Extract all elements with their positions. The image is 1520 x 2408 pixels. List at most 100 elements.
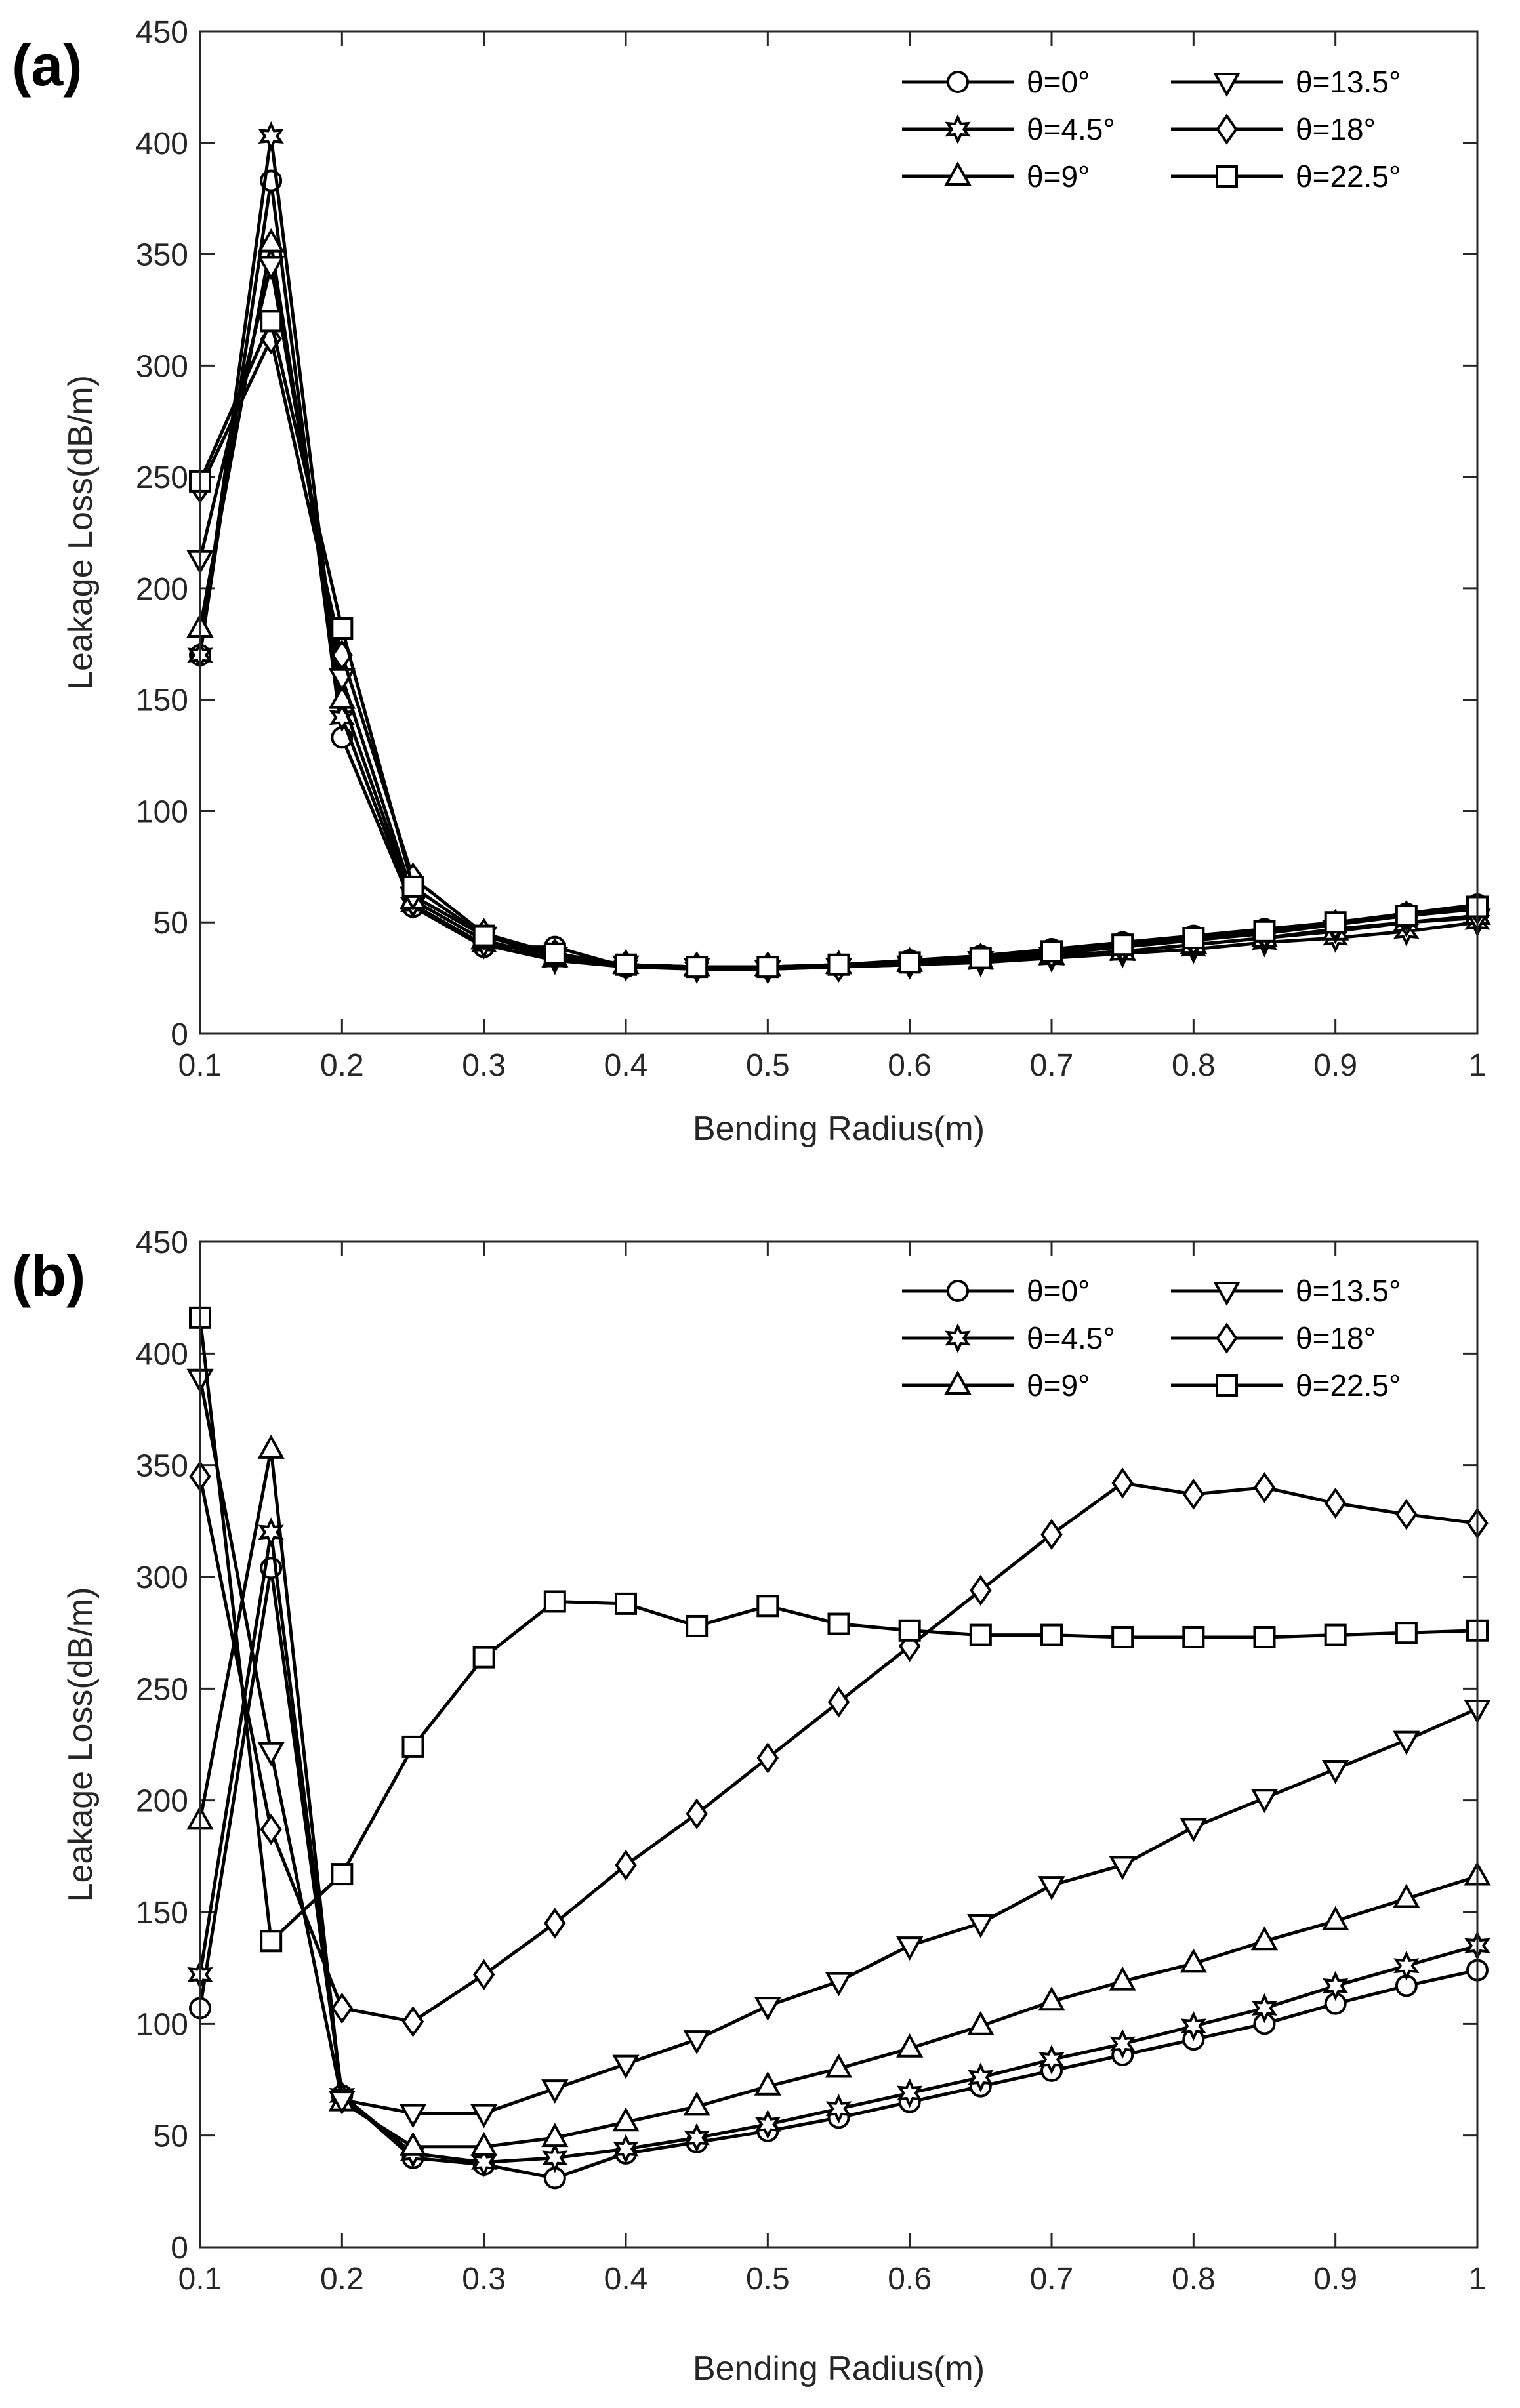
data-point-theta-18deg	[1111, 1467, 1134, 1499]
data-point-theta-9deg	[1109, 1966, 1136, 1991]
data-point-theta-22p5deg	[898, 1619, 921, 1642]
x-tick-label: 0.7	[1030, 1048, 1074, 1083]
data-point-theta-13p5deg	[825, 1972, 853, 1997]
x-tick-label: 0.6	[888, 1048, 932, 1083]
y-tick-label: 350	[136, 238, 188, 273]
data-point-theta-22p5deg	[898, 951, 921, 974]
data-point-theta-13p5deg	[967, 1914, 995, 1938]
legend-marker-theta-4p5deg	[945, 1323, 971, 1353]
x-tick-label: 0.4	[604, 1048, 648, 1083]
legend-label: θ=0°	[1027, 1274, 1090, 1308]
data-point-theta-22p5deg	[1395, 1622, 1418, 1644]
data-point-theta-9deg	[896, 2033, 924, 2058]
data-point-theta-9deg	[683, 2091, 710, 2116]
data-point-theta-18deg	[1040, 1519, 1063, 1550]
legend-label: θ=13.5°	[1296, 1274, 1401, 1308]
x-tick-label: 0.5	[746, 1048, 790, 1083]
data-point-theta-13p5deg	[896, 1936, 924, 1961]
x-tick-label: 0.1	[178, 2262, 222, 2296]
data-point-theta-9deg	[1180, 1948, 1207, 1973]
data-point-theta-18deg	[331, 1992, 354, 2024]
panel-label: (b)	[12, 1243, 85, 1308]
data-point-theta-22p5deg	[1040, 940, 1063, 963]
data-point-theta-22p5deg	[1182, 926, 1205, 949]
x-tick-label: 0.5	[746, 2262, 790, 2296]
data-point-theta-18deg	[756, 1742, 779, 1774]
data-point-theta-4p5deg	[825, 2094, 852, 2124]
y-tick-label: 250	[136, 1672, 188, 1707]
data-point-theta-9deg	[257, 228, 285, 253]
data-point-theta-22p5deg	[1040, 1623, 1063, 1646]
data-point-theta-22p5deg	[1253, 920, 1276, 943]
data-point-theta-4p5deg	[896, 2078, 923, 2108]
data-point-theta-4p5deg	[613, 2134, 639, 2164]
data-point-theta-9deg	[754, 2071, 781, 2096]
data-point-theta-22p5deg	[686, 1614, 709, 1637]
legend-item-theta-22p5deg: θ=22.5°	[1171, 1368, 1401, 1402]
y-tick-label: 200	[136, 572, 188, 607]
legend-marker-theta-13p5deg	[1213, 73, 1241, 97]
data-point-theta-9deg	[541, 2123, 569, 2148]
legend-item-theta-0deg: θ=0°	[902, 1274, 1090, 1308]
x-tick-label: 0.9	[1313, 2262, 1357, 2296]
y-tick-label: 50	[154, 2119, 188, 2154]
data-point-theta-18deg	[472, 1959, 495, 1991]
legend-item-theta-13p5deg: θ=13.5°	[1171, 65, 1401, 99]
data-point-theta-22p5deg	[756, 1595, 779, 1618]
data-point-theta-22p5deg	[401, 875, 424, 898]
x-tick-label: 0.2	[320, 1048, 364, 1083]
data-point-theta-13p5deg	[1250, 1789, 1279, 1814]
plot-area	[200, 31, 1477, 1034]
legend-marker-theta-18deg	[1216, 1322, 1238, 1354]
x-tick-label: 1	[1469, 2262, 1487, 2296]
y-tick-label: 100	[136, 2007, 188, 2042]
x-axis-label: Bending Radius(m)	[693, 2350, 985, 2388]
y-tick-label: 0	[171, 1017, 188, 1052]
data-point-theta-13p5deg	[399, 2104, 427, 2129]
data-point-theta-4p5deg	[1180, 2011, 1207, 2041]
data-point-theta-22p5deg	[401, 1735, 424, 1758]
data-point-theta-13p5deg	[541, 2079, 569, 2104]
y-tick-label: 0	[171, 2231, 188, 2266]
data-point-theta-22p5deg	[331, 617, 354, 640]
y-axis-label: Leakage Loss(dB/m)	[62, 1587, 100, 1902]
data-point-theta-22p5deg	[756, 956, 779, 979]
legend-marker-theta-22p5deg	[1216, 1374, 1238, 1397]
legend-item-theta-13p5deg: θ=13.5°	[1171, 1274, 1401, 1308]
y-tick-label: 450	[136, 15, 188, 50]
panel-label: (a)	[12, 33, 83, 98]
plot-frame	[199, 1240, 1479, 2249]
data-point-theta-13p5deg	[1393, 1730, 1420, 1755]
legend-item-theta-18deg: θ=18°	[1171, 1321, 1376, 1355]
data-point-theta-4p5deg	[968, 2062, 994, 2092]
legend-label: θ=0°	[1027, 65, 1090, 99]
y-tick-label: 450	[136, 1225, 188, 1260]
data-point-theta-13p5deg	[1109, 1856, 1136, 1881]
x-tick-label: 0.3	[462, 1048, 506, 1083]
data-point-theta-18deg	[1395, 1498, 1418, 1530]
data-point-theta-18deg	[401, 2006, 424, 2037]
data-point-theta-22p5deg	[1182, 1625, 1205, 1648]
x-tick-label: 0.1	[178, 1048, 222, 1083]
data-point-theta-4p5deg	[684, 2123, 710, 2153]
x-tick-label: 1	[1469, 1048, 1487, 1083]
data-point-theta-22p5deg	[1253, 1625, 1276, 1648]
data-point-theta-22p5deg	[969, 1623, 992, 1646]
data-point-theta-13p5deg	[257, 256, 285, 281]
data-point-theta-13p5deg	[470, 2104, 498, 2129]
legend-marker-theta-4p5deg	[945, 114, 971, 144]
y-tick-label: 300	[136, 1561, 188, 1595]
x-tick-label: 0.4	[604, 2262, 648, 2296]
legend-item-theta-9deg: θ=9°	[902, 1368, 1090, 1402]
data-point-theta-4p5deg	[1038, 2045, 1065, 2075]
legend-marker-theta-0deg	[947, 71, 969, 93]
data-point-theta-13p5deg	[257, 1742, 285, 1766]
panel-b-chart: 0.1 0.2 0.3 0.4 0.5 0.6 0.7 0.8 0.9 1 0 50 100 150 200…	[12, 1225, 1491, 2388]
data-point-theta-22p5deg	[260, 310, 283, 333]
y-axis-label: Leakage Loss(dB/m)	[62, 375, 100, 690]
data-point-theta-9deg	[825, 2053, 853, 2078]
data-point-theta-22p5deg	[1111, 933, 1134, 956]
data-point-theta-22p5deg	[1324, 1623, 1347, 1646]
plot-frame	[199, 30, 1479, 1035]
data-point-theta-13p5deg	[1038, 1876, 1065, 1900]
